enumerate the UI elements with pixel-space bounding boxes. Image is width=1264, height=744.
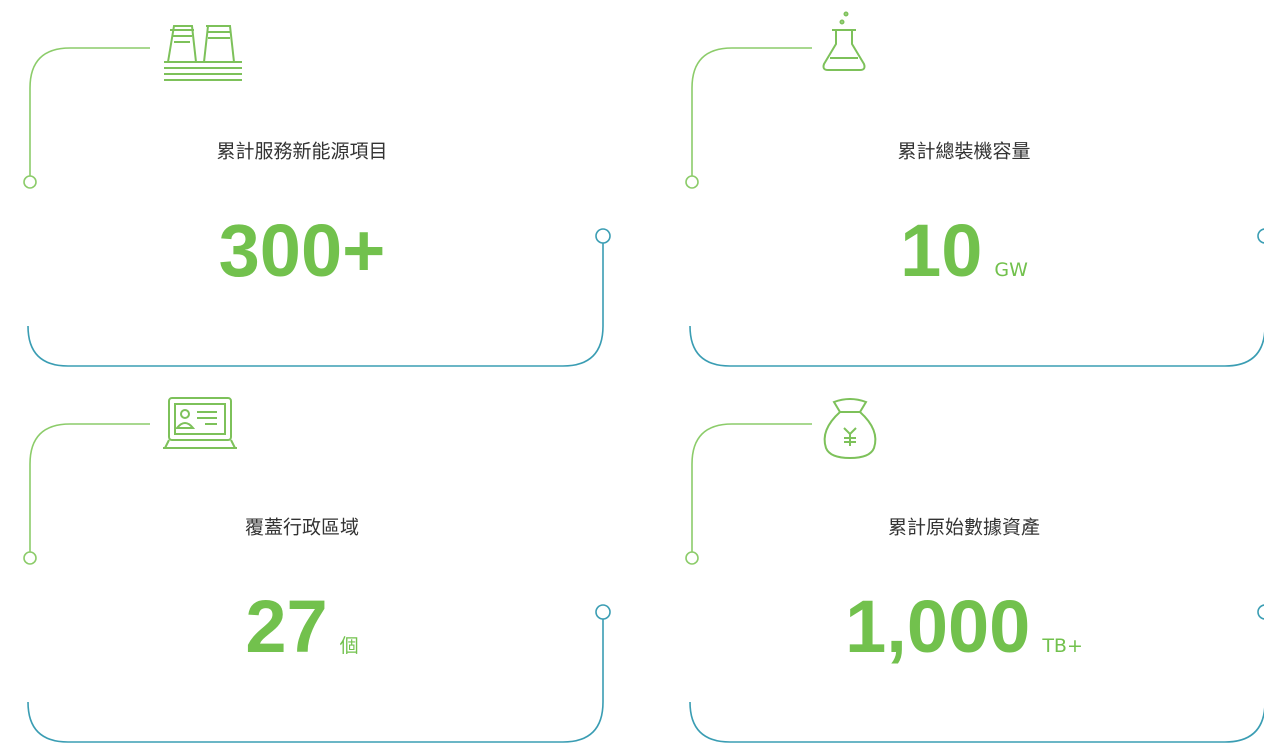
laptop-icon: [163, 397, 237, 449]
card-dot: [685, 175, 699, 189]
card-bottom-line: [689, 701, 1264, 743]
stat-value: 300+: [219, 209, 386, 292]
stat-value-line: 1,000 TB+: [845, 585, 1083, 668]
card-top-line: [691, 47, 812, 176]
card-dot: [23, 551, 37, 565]
flask-icon: [822, 11, 866, 71]
money-bag-icon: [823, 398, 877, 460]
card-dot: [23, 175, 37, 189]
stat-label: 累計服務新能源項目: [216, 141, 387, 163]
stat-label: 覆蓋行政區域: [245, 517, 359, 539]
card-top-line: [29, 47, 150, 176]
stat-value-line: 300+: [219, 209, 386, 292]
stat-value: 10: [900, 209, 982, 292]
card-bottom-line: [27, 619, 604, 743]
stat-value: 27: [245, 585, 327, 668]
stat-card: 累計服務新能源項目 300+: [23, 47, 611, 367]
card-bottom-line: [689, 325, 1264, 367]
card-dot: [595, 228, 611, 244]
card-dot: [1257, 228, 1264, 244]
stat-card: 累計總裝機容量 10 GW: [685, 47, 1264, 367]
stat-label: 累計總裝機容量: [897, 141, 1030, 163]
stat-value-line: 27 個: [245, 585, 358, 668]
stat-label: 累計原始數據資產: [888, 517, 1040, 539]
card-bottom-line: [27, 243, 604, 367]
card-dot: [595, 604, 611, 620]
card-dot: [685, 551, 699, 565]
stat-value: 1,000: [845, 585, 1030, 668]
card-dot: [1257, 604, 1264, 620]
power-plant-icon: [164, 25, 242, 81]
card-top-line: [29, 423, 150, 552]
stat-unit: GW: [994, 259, 1028, 281]
stat-unit: 個: [340, 635, 359, 657]
stat-card: 累計原始數據資產 1,000 TB+: [685, 423, 1264, 743]
card-top-line: [691, 423, 812, 552]
stat-value-line: 10 GW: [900, 209, 1028, 292]
stat-unit: TB+: [1041, 635, 1083, 657]
stat-card: 覆蓋行政區域 27 個: [23, 423, 611, 743]
